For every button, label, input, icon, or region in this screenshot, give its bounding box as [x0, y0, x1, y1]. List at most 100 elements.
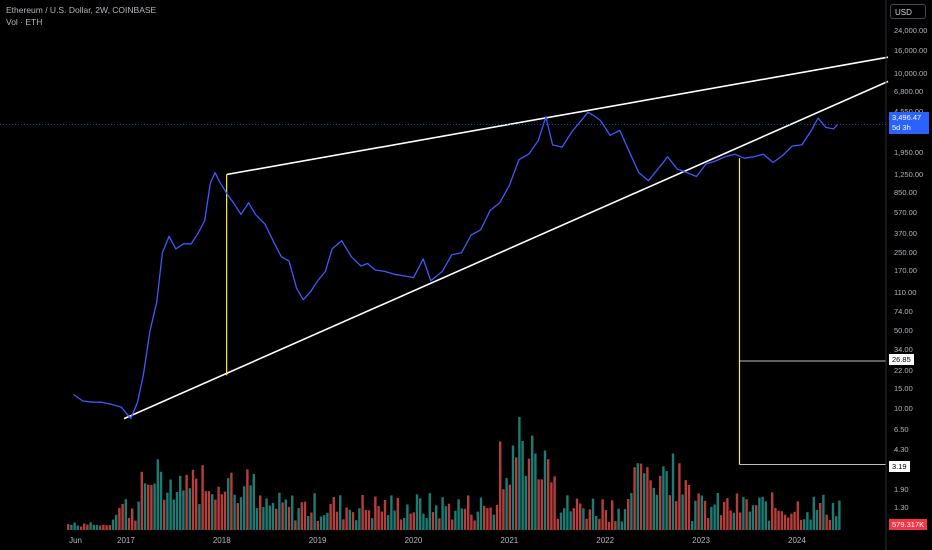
volume-bar: [118, 507, 121, 530]
volume-bar: [431, 512, 435, 530]
price-tick: 22.00: [894, 365, 913, 375]
volume-bar: [537, 479, 540, 530]
volume-bar: [454, 510, 457, 530]
volume-bar: [185, 474, 188, 530]
price-tick: 570.00: [894, 207, 917, 217]
volume-bar: [217, 486, 220, 530]
volume-bar: [684, 480, 687, 530]
volume-value-label: 579.317K: [889, 519, 928, 530]
volume-bar: [495, 504, 499, 530]
volume-bar: [89, 522, 92, 530]
volume-bar: [70, 524, 73, 530]
volume-bar: [611, 500, 614, 530]
volume-bar: [639, 463, 643, 530]
volume-bar: [630, 493, 633, 530]
volume-bar: [143, 483, 147, 530]
volume-bar: [374, 496, 377, 530]
volume-bar: [499, 441, 502, 530]
volume-bar: [371, 518, 374, 530]
volume-bar: [534, 453, 537, 530]
volume-bar: [121, 503, 124, 530]
volume-bar: [550, 482, 553, 530]
volume-bar: [329, 504, 332, 530]
volume-bar: [303, 501, 307, 530]
volume-bar: [223, 491, 227, 530]
volume-bar: [179, 475, 182, 530]
volume-bar: [150, 485, 153, 530]
symbol-title[interactable]: Ethereum / U.S. Dollar, 2W, COINBASE: [6, 5, 157, 15]
volume-bar: [572, 508, 575, 530]
volume-bar: [441, 497, 444, 530]
volume-bar: [169, 479, 172, 530]
volume-bar: [137, 501, 140, 530]
volume-bar: [172, 499, 175, 530]
volume-bar: [342, 519, 345, 530]
volume-bar: [675, 501, 678, 530]
trendline-group: [123, 56, 889, 465]
price-tick: 4,550.00: [894, 107, 923, 116]
volume-bar: [700, 495, 703, 530]
volume-bar: [105, 525, 108, 530]
volume-bar: [719, 515, 723, 530]
volume-bar: [339, 495, 342, 530]
volume-bar: [207, 491, 211, 530]
price-tick: 6.50: [894, 424, 909, 434]
volume-bar: [518, 417, 521, 530]
volume-bar: [697, 493, 700, 530]
volume-bar: [335, 511, 339, 530]
volume-bar: [361, 495, 364, 530]
price-tick: 10.00: [894, 404, 913, 413]
volume-bar: [662, 466, 665, 530]
price-tick: 1,950.00: [894, 147, 924, 157]
price-tick: 24,000.00: [894, 26, 928, 35]
volume-bar: [633, 467, 636, 530]
volume-bar: [726, 498, 729, 530]
volume-bar: [806, 512, 809, 530]
volume-bar: [102, 524, 105, 530]
price-tick: 50.00: [894, 325, 913, 335]
volume-bar: [201, 465, 204, 530]
volume-bar: [470, 514, 473, 530]
volume-bar: [383, 500, 387, 530]
volume-bar: [761, 496, 764, 530]
volume-bar: [233, 494, 236, 530]
volume-bar: [588, 509, 591, 530]
volume-bar: [755, 505, 758, 530]
volume-bar: [265, 498, 268, 530]
volume-bar: [659, 475, 662, 530]
volume-bar: [771, 492, 774, 530]
volume-bar: [777, 510, 780, 530]
volume-bar: [764, 501, 767, 530]
volume-bar: [297, 508, 300, 530]
volume-bar: [332, 497, 335, 530]
volume-bar: [540, 479, 543, 530]
price-tick: 4.30: [894, 444, 909, 454]
currency-button[interactable]: USD: [890, 4, 926, 19]
volume-bar: [668, 495, 671, 530]
volume-bar: [515, 457, 518, 530]
volume-bar: [716, 493, 719, 530]
volume-bar: [559, 512, 563, 530]
volume-bar: [531, 435, 534, 530]
volume-bar: [252, 473, 255, 530]
volume-bar: [819, 503, 822, 530]
volume-bar: [713, 504, 716, 530]
volume-bar: [67, 524, 70, 530]
volume-label[interactable]: Vol · ETH: [6, 17, 43, 27]
volume-bar: [809, 519, 812, 530]
volume-bar: [742, 497, 745, 530]
volume-bar: [134, 520, 137, 530]
volume-bar: [582, 508, 585, 530]
price-tick: 850.00: [894, 188, 917, 198]
volume-bar: [406, 504, 409, 530]
volume-bar: [732, 512, 735, 530]
volume-bar: [607, 522, 611, 530]
volume-bar: [601, 499, 604, 530]
volume-bar: [409, 513, 412, 530]
volume-bar: [246, 469, 249, 530]
volume-bar: [547, 459, 550, 530]
time-tick: Jun: [69, 536, 82, 545]
volume-bar: [92, 524, 95, 530]
volume-bar: [543, 450, 547, 530]
